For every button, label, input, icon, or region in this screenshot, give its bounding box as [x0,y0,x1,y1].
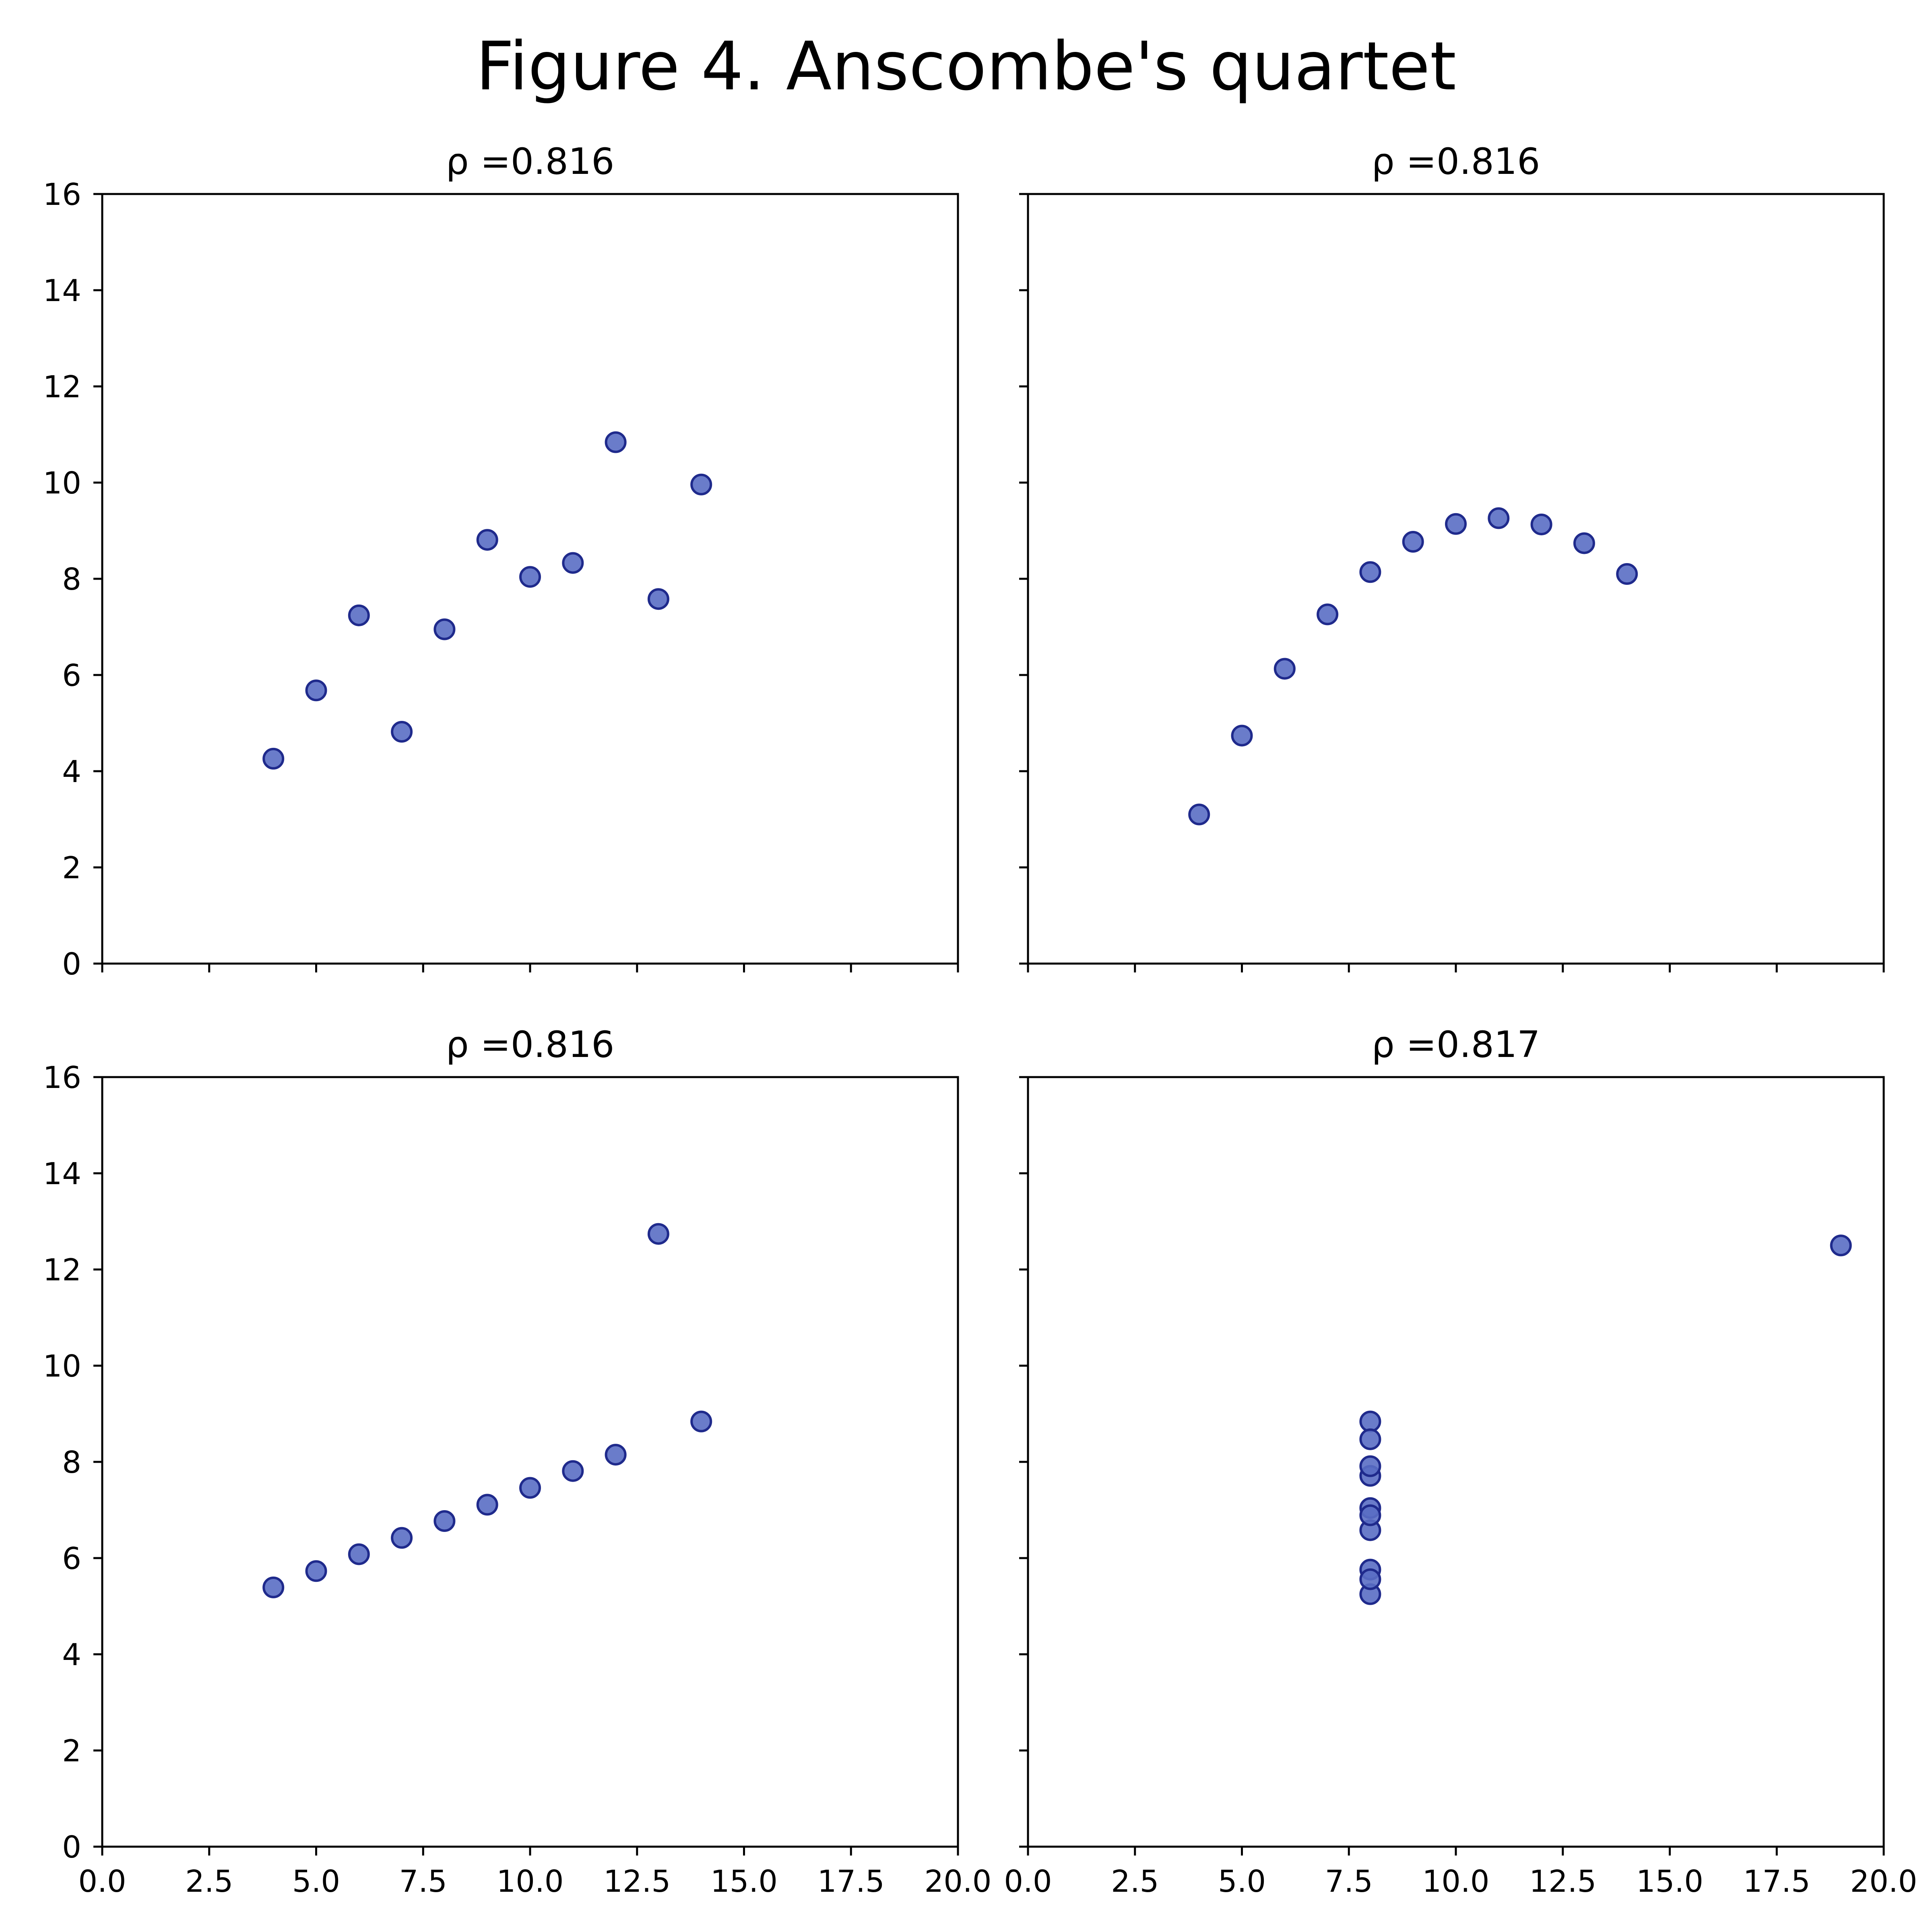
scatter-panel-1: ρ =0.816 0 2 4 6 8 10 12 14 16 [43,140,959,982]
data-point [1616,563,1638,585]
data-point [605,1444,627,1466]
x-tick-label: 0.0 [1004,1864,1052,1899]
axes-frame [101,193,959,965]
x-tick-label: 2.5 [1111,1864,1159,1899]
data-point [262,1576,285,1598]
data-point [562,1460,584,1482]
y-tick-label: 0 [62,1829,81,1865]
y-tick-label: 8 [62,561,81,597]
data-point [1359,561,1381,583]
data-point [476,529,498,551]
scatter-panel-4: ρ =0.817 0.0 2.5 5.0 7.5 10.0 12.5 15.0 17.5 20.0 [1004,1024,1917,1899]
x-tick-label: 20.0 [925,1864,992,1899]
x-tick-label: 15.0 [1636,1864,1703,1899]
x-tick-label: 20.0 [1850,1864,1918,1899]
x-tick-label: 17.5 [817,1864,885,1899]
x-tick-label: 10.0 [497,1864,564,1899]
data-point [391,1527,413,1549]
x-tick-label: 10.0 [1422,1864,1490,1899]
y-tick-label: 12 [43,369,81,405]
y-tick-label: 10 [43,465,81,501]
panel-title: ρ =0.816 [1372,140,1540,183]
y-tick-label: 6 [62,658,81,693]
data-point [433,1510,456,1532]
data-point [1188,803,1210,826]
y-tick-label: 4 [62,1637,81,1672]
x-tick-label: 5.0 [292,1864,340,1899]
figure-title: Figure 4. Anscombe's quartet [476,28,1456,105]
y-tick-label: 8 [62,1445,81,1480]
x-tick-label: 7.5 [399,1864,447,1899]
axes-frame [1027,193,1885,965]
scatter-panel-2: ρ =0.816 [1019,140,1885,972]
x-tick-label: 15.0 [710,1864,778,1899]
data-point [1445,513,1467,535]
data-point [519,1477,541,1499]
data-point [1530,513,1552,535]
data-point [1359,1504,1381,1526]
data-point [690,473,712,495]
panel-title: ρ =0.816 [446,1024,615,1066]
data-point [1830,1234,1852,1257]
y-tick-label: 14 [43,1156,81,1191]
data-point [690,1410,712,1432]
x-tick-label: 5.0 [1218,1864,1266,1899]
data-point [348,604,370,626]
y-tick-label: 12 [43,1252,81,1288]
data-point [1573,532,1595,554]
data-point [1359,1410,1381,1432]
data-point [647,1223,669,1245]
y-tick-label: 2 [62,850,81,886]
data-point [1359,1455,1381,1477]
axes-frame [1027,1076,1885,1848]
x-tick-label: 12.5 [603,1864,671,1899]
data-point [476,1494,498,1516]
data-point [1359,1568,1381,1590]
panel-title: ρ =0.817 [1372,1024,1540,1066]
data-point [348,1543,370,1565]
y-tick-label: 4 [62,754,81,789]
data-point [1231,724,1253,747]
y-tick-label: 16 [43,1060,81,1095]
data-point [1488,507,1510,529]
x-tick-label: 2.5 [185,1864,233,1899]
data-point [1359,1428,1381,1450]
x-tick-label: 0.0 [78,1864,126,1899]
y-tick-label: 0 [62,946,81,982]
y-tick-label: 10 [43,1348,81,1384]
axes-frame [101,1076,959,1848]
data-point [262,747,285,770]
x-tick-label: 7.5 [1325,1864,1373,1899]
data-point [305,679,327,702]
x-tick-label: 17.5 [1743,1864,1810,1899]
data-point [305,1560,327,1582]
scatter-panel-3: ρ =0.816 0.0 2.5 5.0 7.5 10.0 12.5 15.0 17.5 20.0… [43,1024,992,1899]
data-point [1402,530,1424,553]
panels-container: ρ =0.816 0 2 4 6 8 10 12 14 16 ρ =0.816 ρ =0.816 0.0… [43,140,1918,1899]
data-point [433,618,456,640]
y-tick-label: 14 [43,273,81,308]
data-point [605,431,627,453]
data-point [562,552,584,574]
data-point [391,721,413,743]
data-point [647,588,669,610]
y-tick-label: 6 [62,1541,81,1576]
data-point [519,566,541,588]
x-tick-label: 12.5 [1529,1864,1596,1899]
panel-title: ρ =0.816 [446,140,615,183]
data-point [1274,658,1296,680]
y-tick-label: 16 [43,177,81,212]
data-point [1317,603,1339,625]
y-tick-label: 2 [62,1733,81,1769]
